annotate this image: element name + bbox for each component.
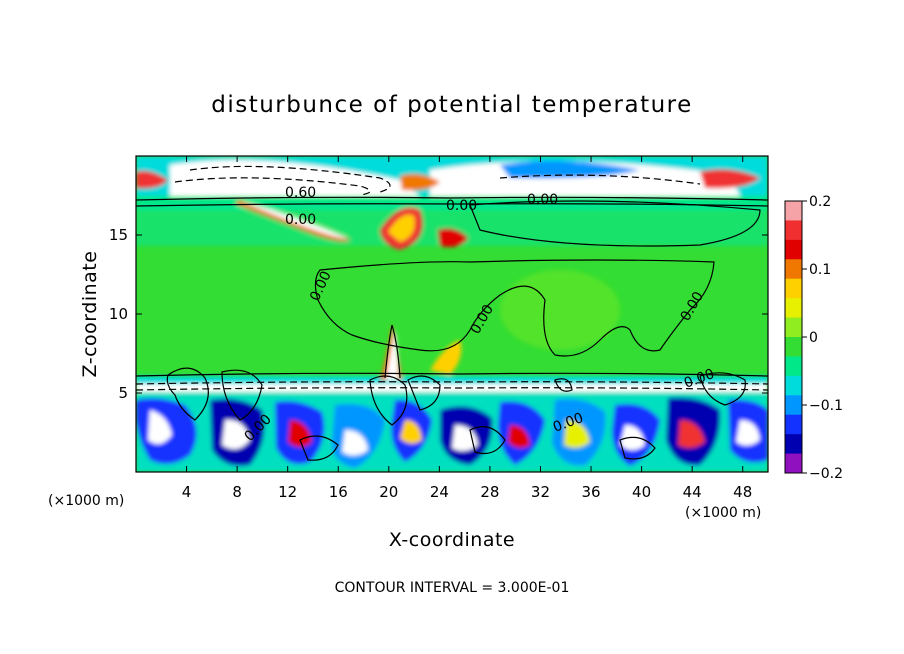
contour-lower-blob-7 bbox=[299, 435, 339, 461]
contour-label: 0.00 bbox=[527, 192, 558, 208]
colorbar-segment bbox=[785, 298, 802, 319]
y-axis: 5 10 15 bbox=[109, 226, 768, 402]
contour-lower-blob-5 bbox=[554, 378, 573, 392]
x-unit-right: (×1000 m) bbox=[685, 505, 761, 521]
x-tick-label: 8 bbox=[232, 483, 242, 501]
colorbar-tick-label: −0.1 bbox=[809, 398, 843, 414]
contour-dashed-2 bbox=[136, 387, 768, 391]
contour-lower-blob-1 bbox=[166, 367, 209, 421]
x-tick-label: 40 bbox=[632, 483, 651, 501]
contour-solid-mid bbox=[314, 259, 715, 357]
x-tick-label: 16 bbox=[329, 483, 348, 501]
x-tick-label: 12 bbox=[278, 483, 297, 501]
contour-dashed-upper-1 bbox=[189, 165, 391, 193]
x-unit-left: (×1000 m) bbox=[48, 493, 124, 509]
y-axis-title: Z-coordinate bbox=[79, 251, 101, 378]
colorbar-segment bbox=[785, 434, 802, 455]
colorbar-segment bbox=[785, 337, 802, 357]
colorbar: 0.2 0.1 0 −0.1 −0.2 bbox=[784, 194, 843, 482]
colorbar-segment bbox=[785, 453, 802, 474]
x-tick-label: 24 bbox=[430, 483, 449, 501]
colorbar-tick-label: 0.1 bbox=[809, 262, 831, 278]
colorbar-segment bbox=[785, 375, 802, 396]
x-tick-label: 32 bbox=[531, 483, 550, 501]
colorbar-tick-label: 0.2 bbox=[809, 194, 831, 210]
x-tick-label: 20 bbox=[379, 483, 398, 501]
contour-lower-blob-4 bbox=[407, 375, 441, 411]
y-tick-label: 15 bbox=[109, 226, 128, 244]
y-tick-label: 10 bbox=[109, 305, 128, 323]
contour-dashed-upper-3 bbox=[499, 174, 701, 185]
colorbar-segment bbox=[785, 259, 802, 280]
contour-interval-note: CONTOUR INTERVAL = 3.000E-01 bbox=[335, 580, 570, 596]
colorbar-segment bbox=[785, 220, 802, 241]
colorbar-segment bbox=[785, 317, 802, 338]
y-tick-label: 5 bbox=[118, 384, 128, 402]
contour-plume bbox=[384, 324, 401, 379]
colorbar-segment bbox=[785, 414, 802, 435]
contour-dashed-1 bbox=[136, 381, 768, 385]
contour-label: 0.00 bbox=[446, 198, 477, 214]
colorbar-segment bbox=[785, 395, 802, 416]
contour-solid-upper-2 bbox=[136, 203, 768, 207]
contour-dashed-upper-2 bbox=[174, 177, 371, 196]
contour-label: 0.60 bbox=[285, 185, 316, 201]
chart-title: disturbunce of potential temperature bbox=[211, 92, 693, 118]
contour-lower-blob-6 bbox=[699, 372, 746, 406]
contour-label: 0.00 bbox=[285, 212, 316, 228]
colorbar-segment bbox=[785, 239, 802, 260]
contour-solid-lower bbox=[136, 372, 768, 377]
x-tick-label: 4 bbox=[182, 483, 192, 501]
plot-area: 0.60 0.00 0.00 0.00 0.00 0.00 0.00 0.00 … bbox=[136, 156, 768, 472]
x-tick-label: 48 bbox=[733, 483, 752, 501]
x-tick-label: 44 bbox=[683, 483, 702, 501]
x-tick-label: 28 bbox=[480, 483, 499, 501]
contour-lower-blob-2 bbox=[221, 369, 263, 421]
contour-solid-upper bbox=[136, 196, 768, 201]
contour-lower-blob-3 bbox=[369, 375, 408, 426]
x-axis-title: X-coordinate bbox=[389, 529, 515, 551]
contour-lower-blob-9 bbox=[619, 436, 656, 460]
contour-lower-blob-8 bbox=[469, 426, 506, 455]
contour-lines bbox=[136, 165, 768, 461]
colorbar-tick-label: −0.2 bbox=[809, 466, 843, 482]
contour-solid-ring bbox=[469, 200, 761, 247]
x-tick-label: 36 bbox=[581, 483, 600, 501]
colorbar-segment bbox=[785, 278, 802, 299]
x-axis: 4 8 12 16 20 24 28 32 36 40 44 48 bbox=[182, 156, 752, 501]
colorbar-segment bbox=[785, 356, 802, 377]
colorbar-tick-label: 0 bbox=[809, 330, 818, 346]
colorbar-segment bbox=[785, 201, 802, 221]
heatmap-field bbox=[136, 156, 768, 472]
